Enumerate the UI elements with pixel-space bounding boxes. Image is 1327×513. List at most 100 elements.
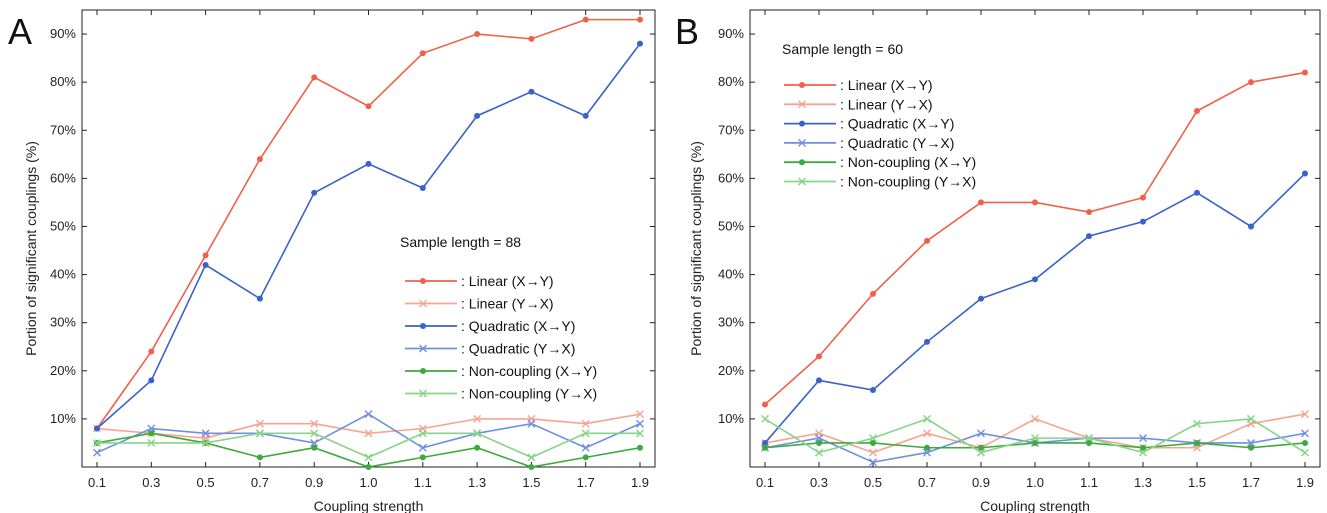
data-point — [923, 414, 931, 423]
marker-stroke — [923, 414, 931, 423]
x-tick-label: 0.5 — [864, 475, 882, 490]
data-point — [310, 429, 319, 438]
data-point — [255, 429, 264, 438]
data-point — [419, 184, 426, 191]
legend-marker — [798, 100, 806, 109]
data-point — [816, 353, 822, 360]
data-point — [870, 439, 876, 446]
y-tick-label: 60% — [718, 170, 744, 185]
data-point — [1302, 170, 1308, 177]
data-point — [870, 290, 876, 297]
marker-stroke — [869, 434, 877, 443]
data-point — [528, 35, 535, 42]
legend-item: : Linear (Y→X) — [784, 96, 933, 112]
marker-stroke — [977, 448, 985, 457]
marker-stroke — [1247, 414, 1255, 423]
data-point — [978, 295, 984, 302]
legend-label: : Linear (X→Y) — [840, 77, 933, 93]
y-tick-label: 10% — [718, 411, 744, 426]
y-tick-label: 50% — [718, 218, 744, 233]
data-point — [1248, 223, 1254, 230]
data-point — [815, 434, 823, 443]
legend-item: : Quadratic (Y→X) — [405, 341, 575, 357]
x-tick-label: 1.3 — [1134, 475, 1152, 490]
marker-stroke — [364, 453, 373, 462]
data-point — [637, 16, 643, 23]
marker-stroke — [798, 177, 806, 186]
marker-stroke — [581, 429, 590, 438]
data-point — [1302, 69, 1308, 76]
x-tick-label: 1.0 — [359, 475, 377, 490]
marker-stroke — [1139, 434, 1147, 443]
series-line — [96, 413, 641, 439]
marker-stroke — [798, 100, 806, 109]
data-point — [816, 439, 822, 446]
legend-item: : Non-coupling (Y→X) — [784, 174, 976, 190]
marker-stroke — [1247, 438, 1255, 447]
marker-stroke — [418, 429, 427, 438]
marker-stroke — [798, 138, 806, 147]
data-point — [762, 439, 768, 446]
data-point — [474, 444, 481, 451]
y-tick-label: 80% — [718, 74, 744, 89]
x-tick-label: 1.1 — [414, 475, 432, 490]
data-point — [256, 295, 263, 302]
marker-stroke — [364, 410, 373, 419]
data-point — [528, 88, 535, 95]
marker-stroke — [1301, 429, 1309, 438]
series-line — [96, 432, 641, 468]
series-3 — [93, 410, 644, 457]
data-point — [582, 112, 589, 119]
marker-stroke — [815, 448, 823, 457]
data-point — [365, 160, 372, 167]
data-point — [419, 454, 426, 461]
data-point — [147, 438, 156, 447]
series-group — [93, 16, 644, 470]
marker-stroke — [473, 429, 482, 438]
x-tick-label: 0.1 — [88, 475, 106, 490]
legend-marker — [419, 389, 427, 398]
x-tick-label: 1.7 — [577, 475, 595, 490]
data-point — [364, 410, 373, 419]
data-point — [255, 419, 264, 428]
data-point — [148, 430, 155, 437]
data-point — [762, 401, 768, 408]
legend-title: Sample length = 88 — [400, 234, 521, 250]
data-point — [869, 458, 877, 467]
data-point — [582, 16, 589, 23]
data-point — [1031, 434, 1039, 443]
data-point — [418, 443, 427, 452]
legend-item: : Non-coupling (X→Y) — [784, 154, 976, 170]
data-point — [527, 453, 536, 462]
data-point — [870, 387, 876, 394]
x-tick-label: 1.3 — [468, 475, 486, 490]
data-point — [1247, 438, 1255, 447]
legend-item: : Non-coupling (Y→X) — [405, 386, 597, 402]
x-tick-label: 0.3 — [810, 475, 828, 490]
data-point — [816, 377, 822, 384]
x-tick-label: 0.3 — [142, 475, 160, 490]
legend-label: : Linear (X→Y) — [461, 273, 554, 289]
legend-marker — [419, 299, 427, 308]
marker-stroke — [1193, 419, 1201, 428]
marker-stroke — [636, 429, 644, 438]
x-tick-label: 0.9 — [305, 475, 323, 490]
chart-panel-b: B 10% 20% 30% 40% 50% 60% 70% 80% 90% 0.1 0.3 0.5 0.7… — [675, 9, 1321, 513]
data-point — [977, 429, 985, 438]
data-point — [815, 448, 823, 457]
data-point — [1086, 209, 1092, 216]
marker-stroke — [581, 443, 590, 452]
data-point — [582, 454, 589, 461]
y-tick-label: 60% — [50, 170, 76, 185]
y-axis: 10% 20% 30% 40% 50% 60% 70% 80% 90% — [718, 26, 1320, 426]
marker-stroke — [147, 424, 156, 433]
x-tick-label: 0.9 — [972, 475, 990, 490]
data-point — [636, 410, 644, 419]
y-tick-label: 20% — [718, 363, 744, 378]
data-point — [1086, 233, 1092, 240]
data-point — [93, 448, 101, 457]
data-point — [473, 414, 482, 423]
x-tick-label: 1.9 — [631, 475, 649, 490]
data-point — [869, 448, 877, 457]
data-point — [581, 429, 590, 438]
